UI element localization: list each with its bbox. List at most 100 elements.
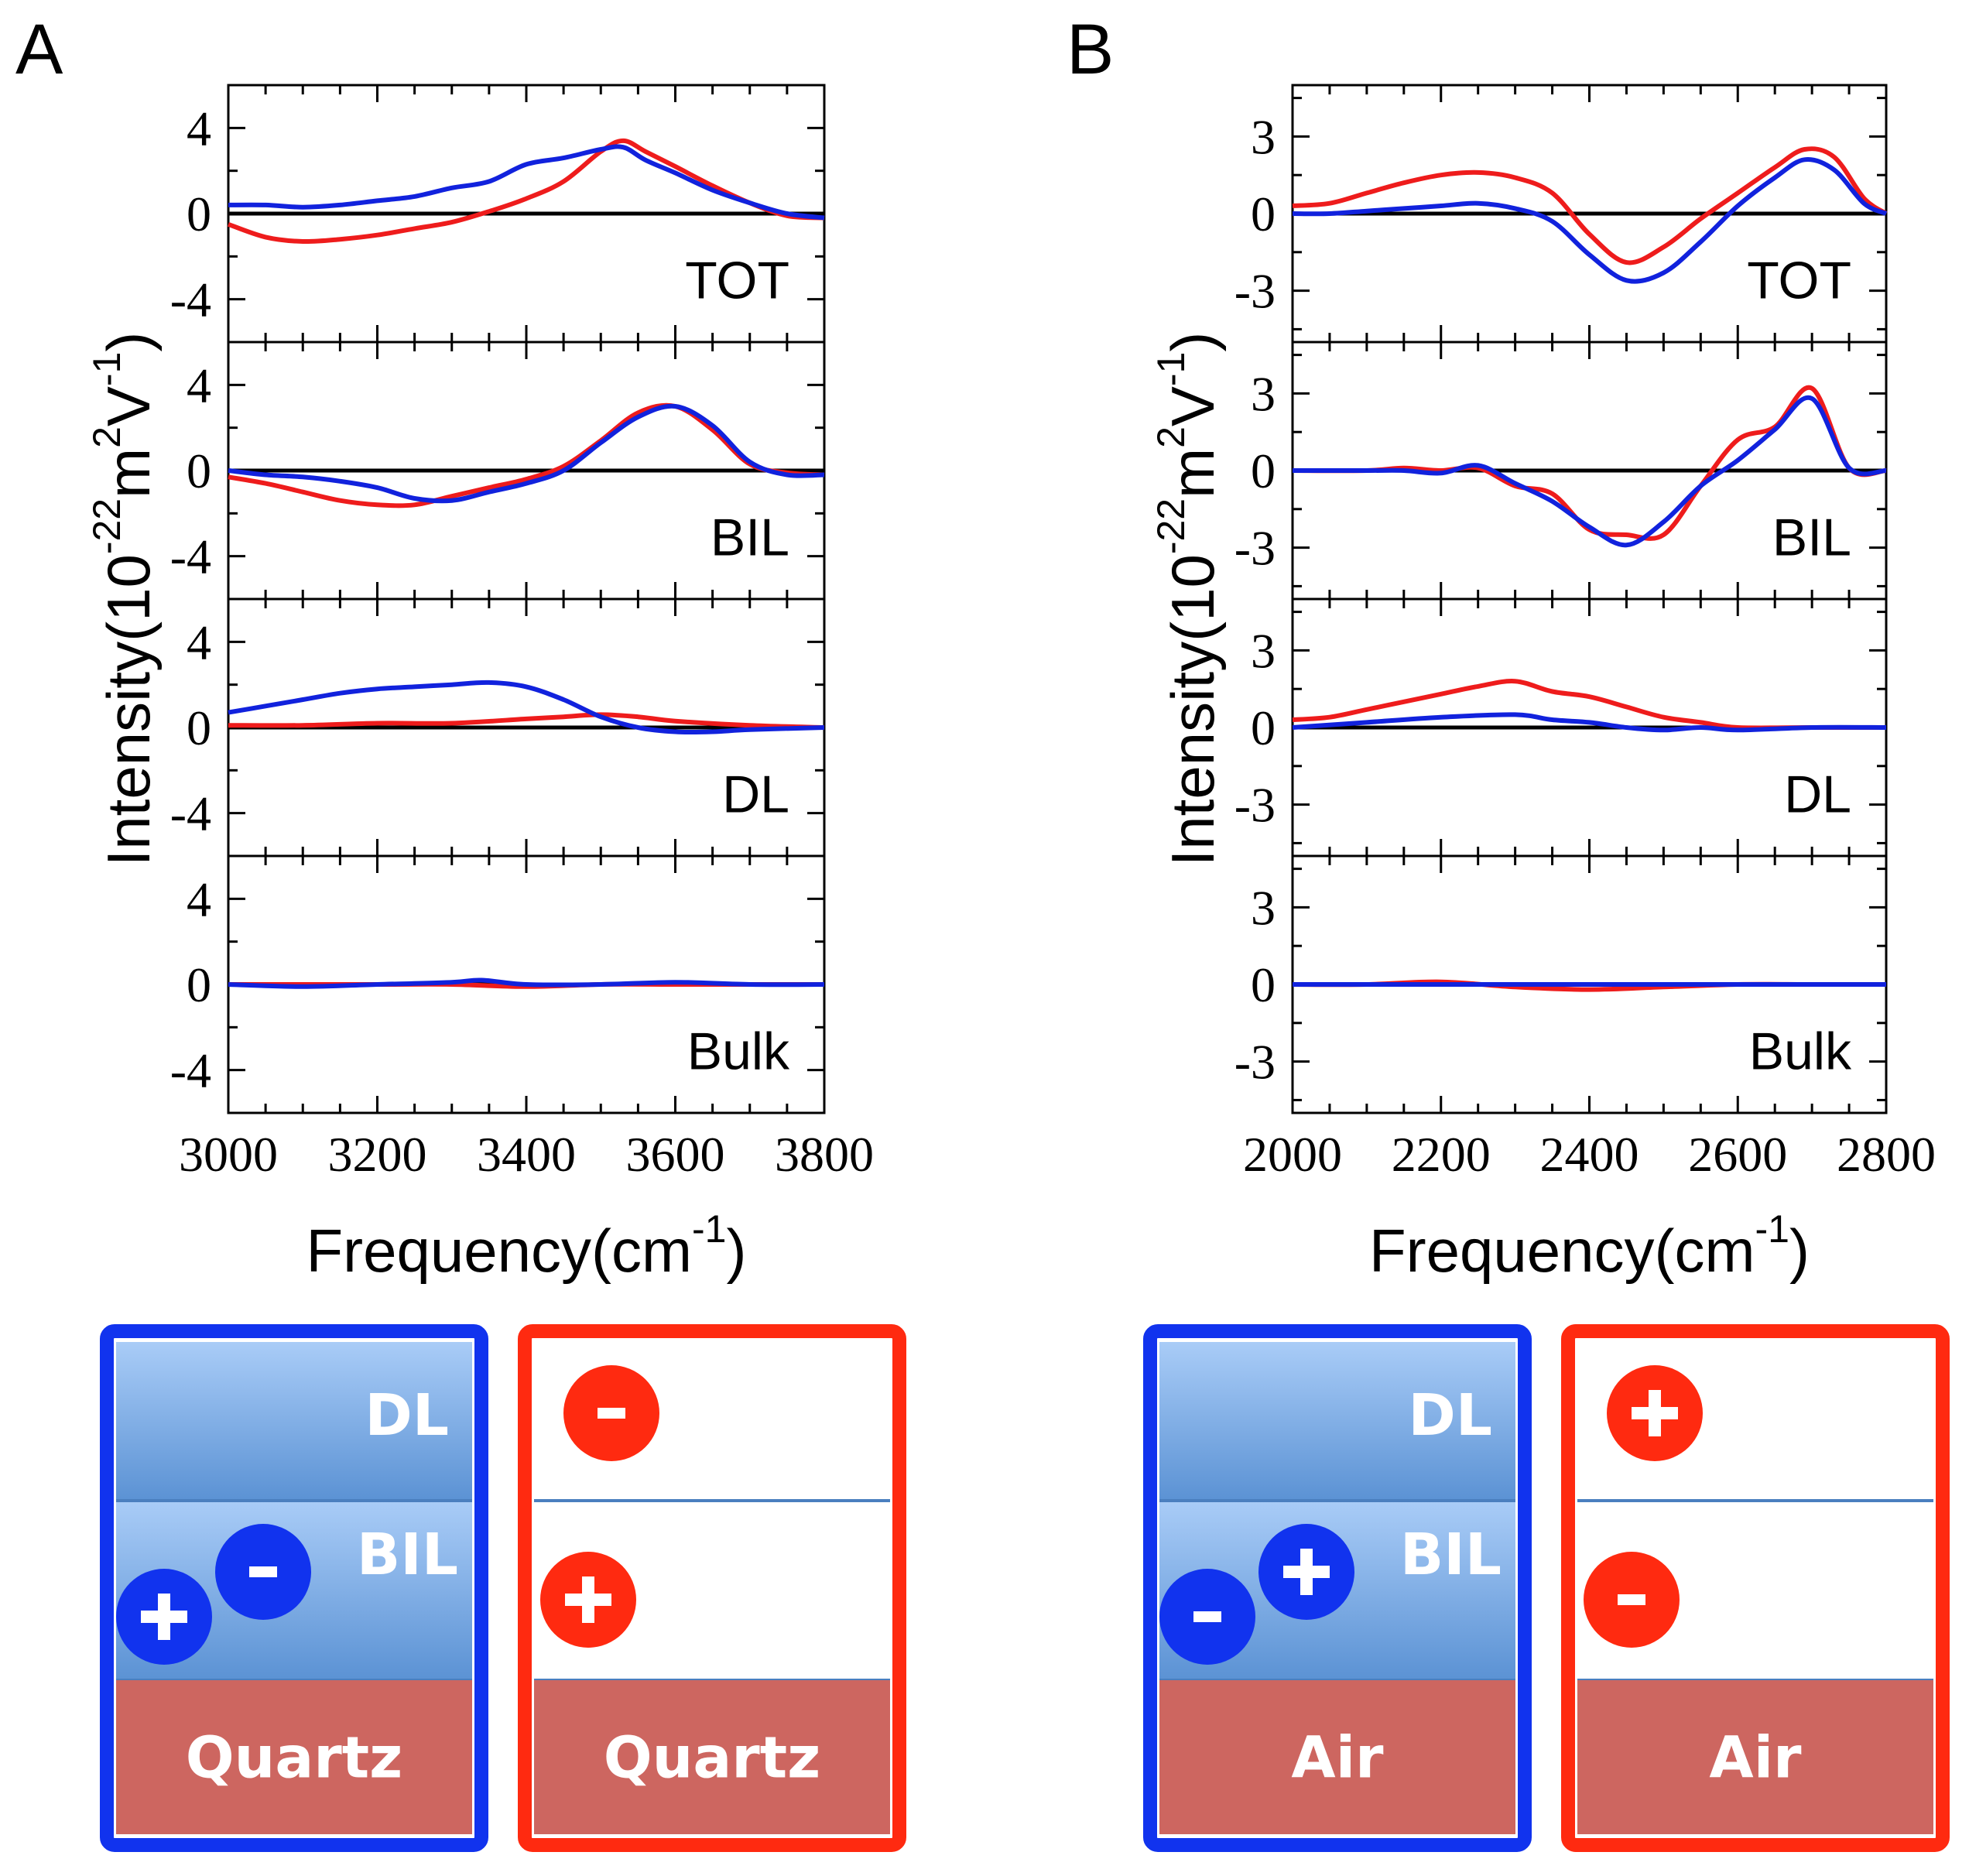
- x-axis-title-end: ): [1789, 1217, 1810, 1285]
- subplot-label: Bulk: [1749, 1022, 1852, 1081]
- y-tick-label: 4: [187, 358, 211, 413]
- y-axis-title-part: -22: [85, 498, 128, 554]
- series-line-blue: [228, 144, 825, 221]
- y-axis-title-part: 2: [1149, 426, 1193, 448]
- x-axis-title-main: Frequency(cm: [306, 1217, 692, 1285]
- y-tick-label: -3: [1234, 1035, 1276, 1090]
- panel-letter: A: [15, 10, 63, 89]
- y-tick-label: -3: [1234, 521, 1276, 576]
- subplot-label: BIL: [711, 508, 789, 567]
- ion-minus: [1618, 1594, 1645, 1605]
- ion-minus: [1193, 1611, 1221, 1622]
- ion-minus: [598, 1408, 625, 1419]
- y-tick-label: 3: [1251, 880, 1276, 935]
- subplot-label: TOT: [685, 252, 789, 310]
- y-tick-label: -3: [1234, 778, 1276, 833]
- x-tick-label: 2600: [1688, 1127, 1787, 1182]
- y-tick-label: 0: [1251, 443, 1276, 498]
- series-line-red: [1292, 679, 1886, 731]
- x-axis-title-sup: -1: [1755, 1207, 1789, 1251]
- y-tick-label: 4: [187, 101, 211, 156]
- minus-ion-icon: [563, 1365, 659, 1461]
- minus-ion-icon: [1584, 1552, 1680, 1648]
- y-tick-label: 0: [187, 957, 211, 1012]
- plus-ion-icon: [116, 1569, 212, 1665]
- ion-plus-v: [582, 1576, 594, 1623]
- series-line-blue: [228, 977, 825, 989]
- x-tick-label: 3600: [626, 1127, 725, 1182]
- y-axis-title-part: ): [94, 332, 163, 352]
- y-tick-label: 0: [1251, 700, 1276, 755]
- series-line-blue: [1292, 712, 1887, 733]
- substrate-label: Quartz: [186, 1725, 402, 1792]
- bil-label: BIL: [357, 1522, 458, 1588]
- schematic-box: Quartz: [518, 1324, 906, 1852]
- y-axis-title-part: V: [1159, 386, 1227, 426]
- schematic-box: DL BIL Quartz: [100, 1324, 488, 1852]
- series-line-blue: [228, 403, 825, 504]
- x-tick-label: 3800: [775, 1127, 874, 1182]
- y-axis-title-part: 2: [85, 426, 128, 448]
- plus-ion-icon: [1258, 1524, 1354, 1620]
- ion-plus-v: [158, 1594, 170, 1640]
- subplot-bulk: 4 0 -4 Bulk: [170, 854, 826, 1114]
- y-axis-title: Intensity(10-22m2V-1): [1149, 332, 1227, 867]
- minus-ion-icon: [1159, 1569, 1255, 1665]
- ion-plus-v: [1649, 1390, 1661, 1436]
- series-line-red: [228, 402, 825, 508]
- substrate-layer: [1577, 1680, 1933, 1834]
- schematic-box: DL BIL Air: [1143, 1324, 1532, 1852]
- subplot-bulk: 3 0 -3 Bulk: [1234, 854, 1888, 1114]
- subplot-bil: 4 0 -4 BIL: [170, 341, 826, 601]
- subplot-dl: 3 0 -3 DL: [1234, 597, 1888, 858]
- ion-plus-v: [1300, 1549, 1313, 1595]
- y-tick-label: 0: [1251, 187, 1276, 241]
- y-tick-label: -4: [170, 1043, 211, 1098]
- series-line-blue: [1292, 157, 1888, 284]
- dl-layer: [1159, 1342, 1515, 1501]
- plus-ion-icon: [540, 1552, 636, 1648]
- y-tick-label: 0: [187, 443, 211, 498]
- x-tick-label: 2200: [1392, 1127, 1491, 1182]
- bil-label: BIL: [1400, 1522, 1502, 1588]
- y-axis-title-part: Intensity(10: [94, 554, 163, 866]
- y-tick-label: 4: [187, 871, 211, 926]
- y-tick-label: 0: [1251, 957, 1276, 1012]
- y-tick-label: 0: [187, 700, 211, 755]
- chart-panel-A: A 4 0 -4 TOT 4 0 -4 BIL 4 0 -4 DL 4 0 -4 Bulk 3000 3200 340…: [15, 10, 874, 1285]
- substrate-layer: [534, 1680, 890, 1834]
- y-axis-title-part: ): [1159, 332, 1227, 352]
- series-line-red: [1292, 385, 1887, 541]
- box-border: [1561, 1324, 1950, 1852]
- chart-panel-B: B 3 0 -3 TOT 3 0 -3 BIL 3 0 -3 DL 3 0 -3 Bulk 2000 2200 240…: [1067, 10, 1936, 1285]
- minus-ion-icon: [215, 1524, 311, 1620]
- y-tick-label: 4: [187, 614, 211, 669]
- ion-minus: [249, 1566, 277, 1577]
- x-tick-label: 2800: [1837, 1127, 1936, 1182]
- x-tick-label: 3400: [477, 1127, 576, 1182]
- y-tick-label: 3: [1251, 366, 1276, 421]
- y-tick-label: 3: [1251, 623, 1276, 678]
- substrate-label: Air: [1709, 1725, 1802, 1792]
- subplot-label: TOT: [1747, 252, 1851, 310]
- series-line-red: [1292, 146, 1888, 265]
- series-line-blue: [228, 680, 825, 735]
- subplot-label: BIL: [1772, 508, 1851, 567]
- y-tick-label: -3: [1234, 264, 1276, 319]
- y-axis-title-part: -22: [1149, 498, 1193, 554]
- x-axis-title-main: Frequency(cm: [1369, 1217, 1755, 1285]
- dl-label: DL: [1408, 1382, 1492, 1449]
- box-border: [100, 1324, 488, 1852]
- y-axis-title-part: m: [1159, 448, 1227, 498]
- y-axis-title: Intensity(10-22m2V-1): [85, 332, 163, 867]
- schematic-A: DL BIL Quartz Quartz: [100, 1324, 906, 1852]
- x-tick-label: 2400: [1540, 1127, 1639, 1182]
- subplot-label: DL: [722, 765, 789, 824]
- substrate-layer: [1159, 1680, 1515, 1834]
- x-tick-label: 3200: [328, 1127, 427, 1182]
- x-tick-label: 2000: [1243, 1127, 1342, 1182]
- y-axis-title-part: V: [94, 386, 163, 426]
- substrate-layer: [116, 1680, 472, 1834]
- y-tick-label: -4: [170, 529, 211, 584]
